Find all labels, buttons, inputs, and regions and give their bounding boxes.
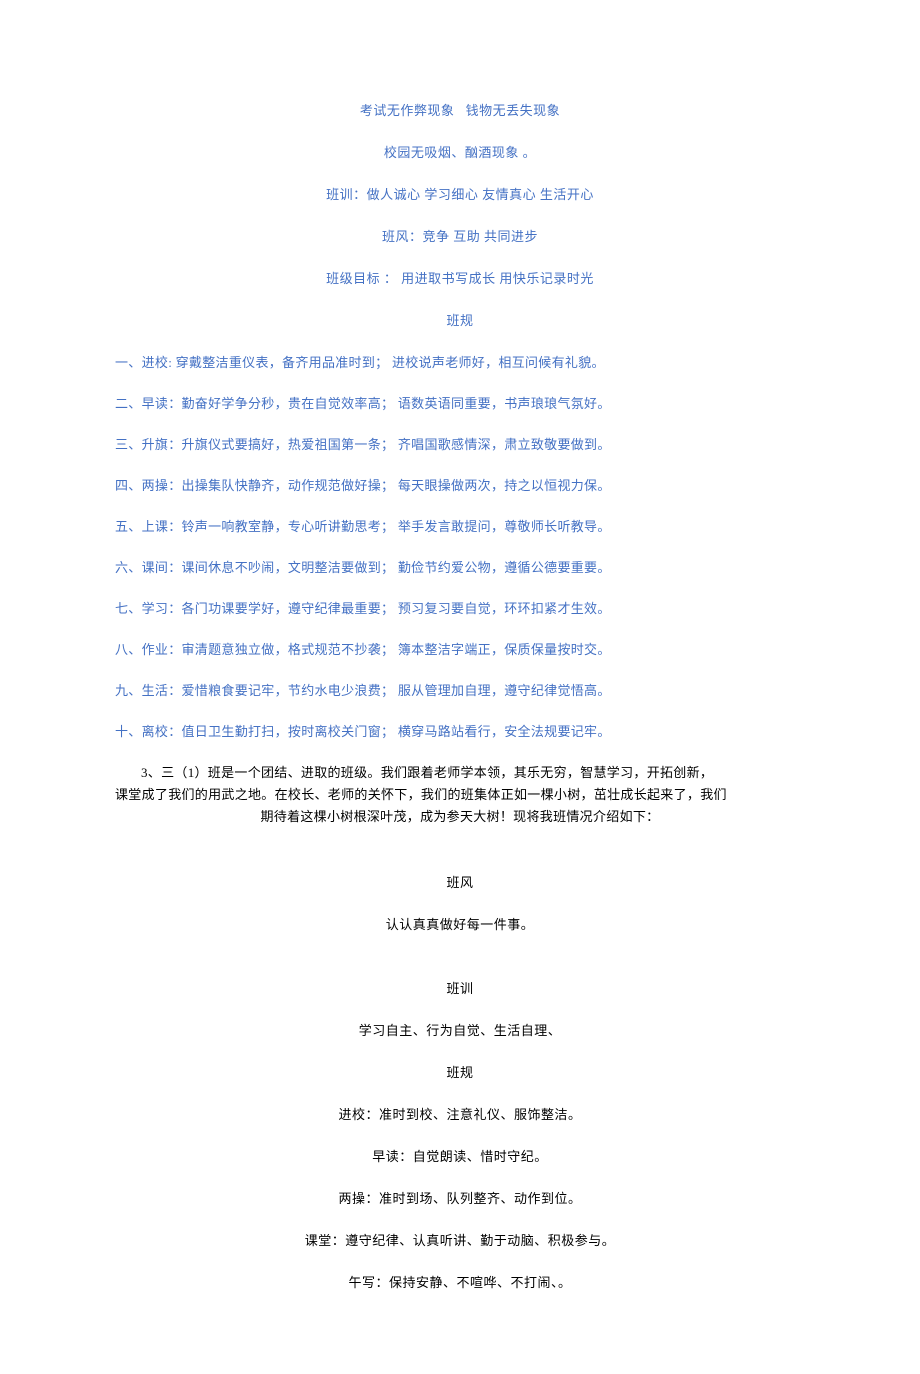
liangcao-rule: 两操：准时到场、队列整齐、动作到位。 xyxy=(338,1191,581,1206)
banxun-title: 班训 xyxy=(446,981,473,996)
class-style: 班风：竞争 互助 共同进步 xyxy=(115,226,805,246)
wuxie-rule: 午写：保持安静、不喧哗、不打闹、。 xyxy=(348,1275,571,1290)
section2-title-1: 班风 xyxy=(115,872,805,892)
class-motto: 班训：做人诚心 学习细心 友情真心 生活开心 xyxy=(115,184,805,204)
section2-content-1: 认认真真做好每一件事。 xyxy=(115,914,805,934)
section2-content-2: 学习自主、行为自觉、生活自理、 xyxy=(115,1020,805,1040)
campus-text: 校园无吸烟、酗酒现象 。 xyxy=(384,145,536,160)
goal-text: 班级目标 ： 用进取书写成长 用快乐记录时光 xyxy=(326,271,594,286)
spacer-2 xyxy=(115,956,805,978)
jinxiao-rule: 进校：准时到校、注意礼仪、服饰整洁。 xyxy=(338,1107,581,1122)
section2-title-3: 班规 xyxy=(115,1062,805,1082)
banfeng-title: 班风 xyxy=(446,875,473,890)
para-line-3: 期待着这棵小树根深叶茂，成为参天大树！现将我班情况介绍如下： xyxy=(260,809,659,824)
rule-10: 十、离校：值日卫生勤打扫，按时离校关门窗； 横穿马路站看行，安全法规要记牢。 xyxy=(115,721,805,740)
banfeng-content: 认认真真做好每一件事。 xyxy=(386,917,535,932)
section2-rule-3: 两操：准时到场、队列整齐、动作到位。 xyxy=(115,1188,805,1208)
zaodu-rule: 早读：自觉朗读、惜时守纪。 xyxy=(372,1149,548,1164)
rule-5: 五、上课：铃声一响教室静，专心听讲勤思考； 举手发言敢提问，尊敬师长听教导。 xyxy=(115,516,805,535)
section2-rule-4: 课堂：遵守纪律、认真听讲、勤于动脑、积极参与。 xyxy=(115,1230,805,1250)
motto-text: 班训：做人诚心 学习细心 友情真心 生活开心 xyxy=(326,187,594,202)
intro-paragraph-3: 期待着这棵小树根深叶茂，成为参天大树！现将我班情况介绍如下： xyxy=(115,806,805,828)
rule-2: 二、早读：勤奋好学争分秒，贵在自觉效率高； 语数英语同重要，书声琅琅气氛好。 xyxy=(115,393,805,412)
rule-7: 七、学习：各门功课要学好，遵守纪律最重要； 预习复习要自觉，环环扣紧才生效。 xyxy=(115,598,805,617)
section2-rule-1: 进校：准时到校、注意礼仪、服饰整洁。 xyxy=(115,1104,805,1124)
rule-4: 四、两操：出操集队快静齐，动作规范做好操； 每天眼操做两次，持之以恒视力保。 xyxy=(115,475,805,494)
rule-3: 三、升旗：升旗仪式要搞好，热爱祖国第一条； 齐唱国歌感情深，肃立致敬要做到。 xyxy=(115,434,805,453)
header-line-2: 校园无吸烟、酗酒现象 。 xyxy=(115,142,805,162)
banxun-content: 学习自主、行为自觉、生活自理、 xyxy=(359,1023,562,1038)
para-line-1: 3、三（1）班是一个团结、进取的班级。我们跟着老师学本领，其乐无穷，智慧学习，开… xyxy=(141,765,713,780)
rules-title-text: 班规 xyxy=(446,313,473,328)
spacer-1 xyxy=(115,850,805,872)
rule-9: 九、生活：爱惜粮食要记牢，节约水电少浪费； 服从管理加自理，遵守纪律觉悟高。 xyxy=(115,680,805,699)
para-line-2: 课堂成了我们的用武之地。在校长、老师的关怀下，我们的班集体正如一棵小树，茁壮成长… xyxy=(115,787,727,802)
section2-title-2: 班训 xyxy=(115,978,805,998)
intro-paragraph: 3、三（1）班是一个团结、进取的班级。我们跟着老师学本领，其乐无穷，智慧学习，开… xyxy=(115,762,805,784)
section2-rule-2: 早读：自觉朗读、惜时守纪。 xyxy=(115,1146,805,1166)
style-text: 班风：竞争 互助 共同进步 xyxy=(382,229,538,244)
bangui-title: 班规 xyxy=(446,1065,473,1080)
rule-8: 八、作业：审清题意独立做，格式规范不抄袭； 簿本整洁字端正，保质保量按时交。 xyxy=(115,639,805,658)
rule-6: 六、课间：课间休息不吵闹，文明整洁要做到； 勤俭节约爱公物，遵循公德要重要。 xyxy=(115,557,805,576)
header-line-1: 考试无作弊现象 钱物无丢失现象 xyxy=(115,100,805,120)
ketang-rule: 课堂：遵守纪律、认真听讲、勤于动脑、积极参与。 xyxy=(305,1233,616,1248)
intro-paragraph-2: 课堂成了我们的用武之地。在校长、老师的关怀下，我们的班集体正如一棵小树，茁壮成长… xyxy=(115,784,805,806)
rules-title: 班规 xyxy=(115,310,805,330)
exam-text: 考试无作弊现象 钱物无丢失现象 xyxy=(360,103,560,118)
rule-1: 一、进校: 穿戴整洁重仪表，备齐用品准时到； 进校说声老师好，相互问候有礼貌。 xyxy=(115,352,805,371)
class-goal: 班级目标 ： 用进取书写成长 用快乐记录时光 xyxy=(115,268,805,288)
section2-rule-5: 午写：保持安静、不喧哗、不打闹、。 xyxy=(115,1272,805,1292)
